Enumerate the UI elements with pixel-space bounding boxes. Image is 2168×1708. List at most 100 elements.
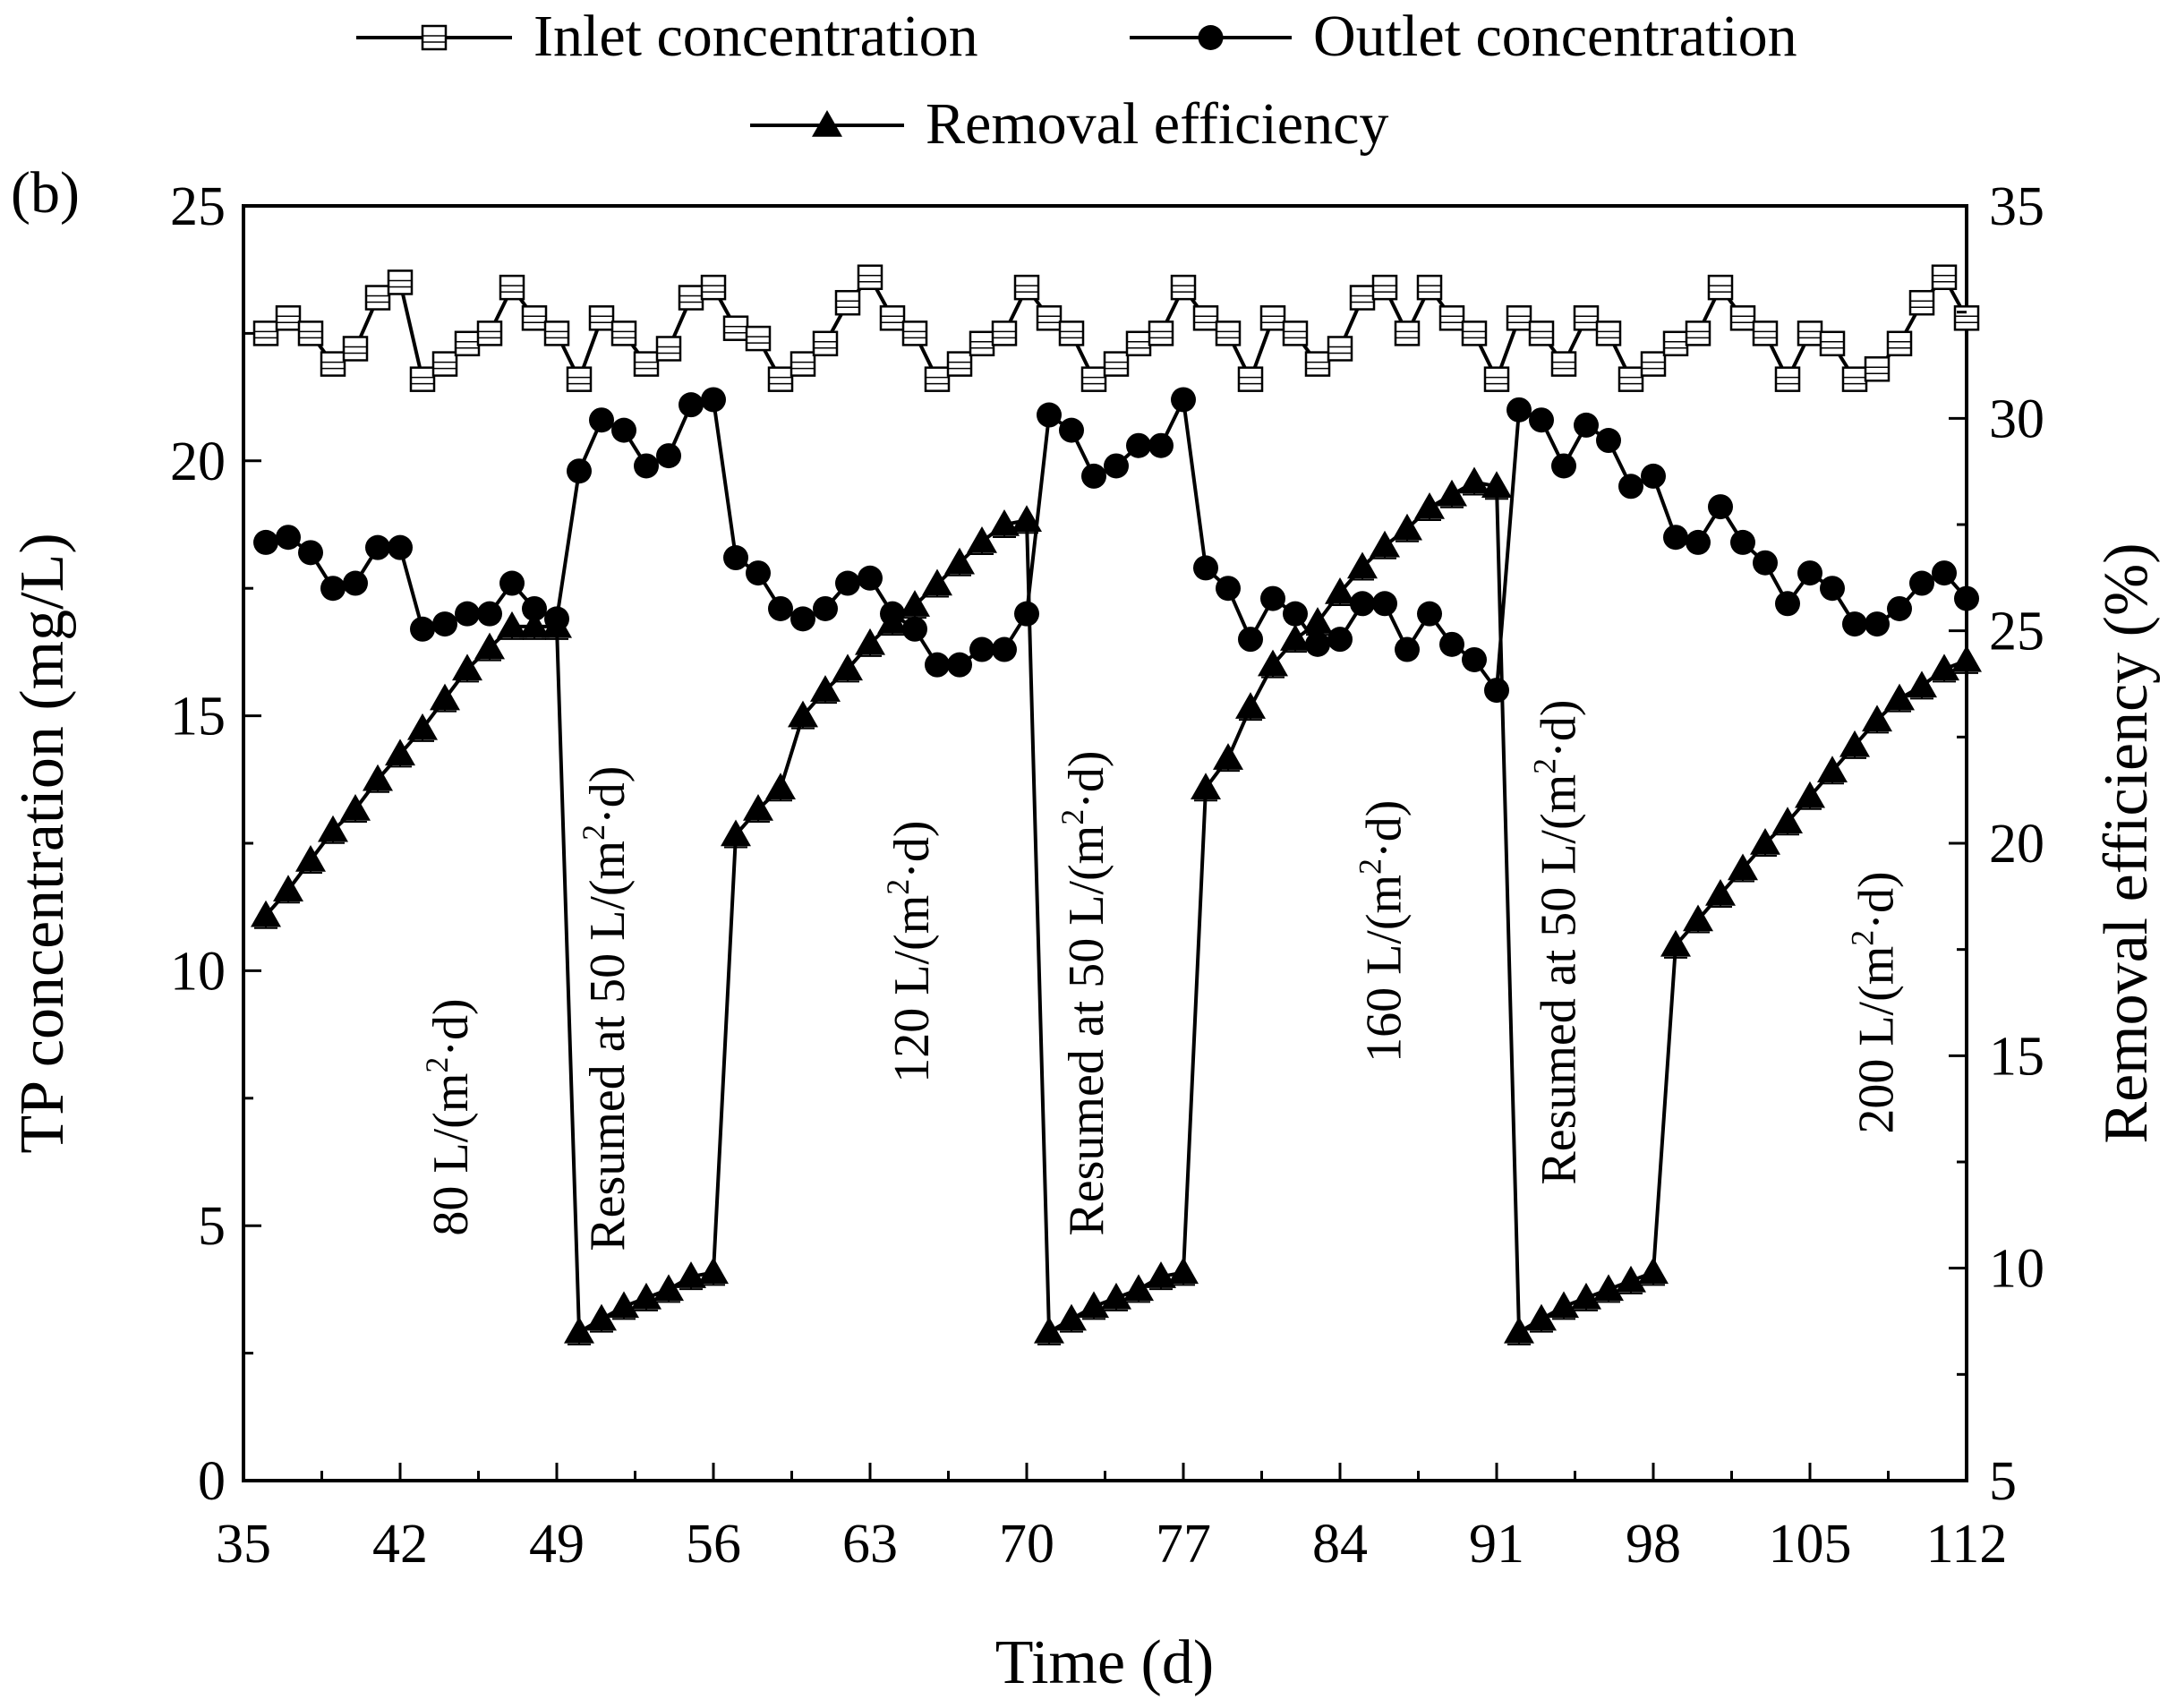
removal-efficiency-point	[1750, 828, 1780, 855]
inlet-concentration-point	[767, 366, 794, 392]
outlet-concentration-point	[1820, 576, 1845, 602]
removal-efficiency-point	[430, 683, 460, 711]
removal-efficiency-point	[1907, 670, 1937, 698]
inlet-concentration-point-box	[1550, 351, 1577, 377]
inlet-concentration-point-box	[1819, 330, 1846, 357]
inlet-concentration-point-box	[454, 330, 481, 357]
inlet-concentration-point	[543, 320, 570, 346]
removal-efficiency-point	[989, 509, 1020, 536]
inlet-concentration-point-box	[1707, 274, 1734, 301]
removal-efficiency-point	[452, 653, 482, 681]
y-axis-right-title: Removal efficiency (%)	[2092, 542, 2161, 1143]
panel-label: (b)	[11, 160, 80, 226]
inlet-concentration-point-box	[320, 351, 346, 377]
inlet-concentration-point-box	[969, 330, 995, 357]
removal-efficiency-point	[1683, 904, 1713, 932]
inlet-concentration-point	[1259, 305, 1286, 331]
outlet-concentration-point	[969, 636, 994, 662]
inlet-concentration-point	[1819, 330, 1846, 357]
outlet-concentration-point	[1462, 646, 1487, 672]
inlet-concentration-point-box	[521, 305, 548, 331]
outlet-concentration-point	[1059, 417, 1084, 443]
x-tick-label: 77	[1156, 1514, 1211, 1575]
inlet-concentration-point-box	[543, 320, 570, 346]
legend-label: Outlet concentration	[1313, 4, 1797, 69]
outlet-concentration-point	[499, 570, 525, 596]
inlet-concentration-point	[655, 336, 682, 362]
inlet-concentration-point-box	[1685, 320, 1711, 346]
annotation-superscript: 2	[1054, 809, 1090, 825]
removal-efficiency-point	[1414, 492, 1445, 519]
inlet-concentration-point-box	[1483, 366, 1510, 392]
series-removal-efficiency	[251, 466, 1982, 1345]
inlet-concentration-point	[1528, 320, 1555, 346]
inlet-concentration-point-box	[1103, 351, 1130, 377]
y-left-tick-label: 20	[170, 431, 226, 492]
removal-efficiency-point	[1437, 479, 1467, 507]
inlet-concentration-point	[1774, 366, 1801, 392]
removal-efficiency-point	[474, 632, 505, 660]
removal-efficiency-point	[698, 1257, 729, 1285]
inlet-concentration-point	[1841, 366, 1868, 392]
flux-annotation: Resumed at 50 L/(m2·d)	[1527, 700, 1587, 1185]
inlet-concentration-point	[1371, 274, 1398, 301]
outlet-concentration-point	[1842, 611, 1867, 637]
inlet-concentration-point-box	[655, 336, 682, 362]
inlet-concentration-point	[857, 264, 883, 290]
legend-label: Removal efficiency	[926, 91, 1388, 157]
annotation-text-end: ·d)	[580, 766, 636, 824]
removal-efficiency-point	[1302, 607, 1333, 634]
removal-efficiency-point	[900, 590, 930, 617]
outlet-concentration-point	[1618, 474, 1643, 500]
inlet-concentration-point	[812, 330, 839, 357]
legend-label: Inlet concentration	[533, 4, 978, 69]
x-tick-label: 84	[1312, 1514, 1368, 1575]
outlet-concentration-point	[1104, 453, 1129, 479]
y-right-tick-label: 5	[1989, 1451, 2017, 1512]
annotation-superscript: 2	[880, 879, 916, 895]
removal-efficiency-point	[1862, 705, 1892, 732]
inlet-concentration-point-box	[1797, 320, 1823, 346]
inlet-concentration-point-box	[1752, 320, 1779, 346]
removal-efficiency-point	[1504, 1316, 1534, 1344]
legend-item: Inlet concentration	[356, 4, 978, 69]
removal-efficiency-point	[1101, 1282, 1131, 1310]
inlet-concentration-point	[588, 305, 615, 331]
x-tick-label: 105	[1769, 1514, 1852, 1575]
inlet-concentration-point	[901, 320, 928, 346]
inlet-concentration-point-box	[1841, 366, 1868, 392]
outlet-concentration-point	[656, 443, 681, 469]
removal-efficiency-point	[1772, 807, 1803, 834]
x-tick-label: 42	[372, 1514, 428, 1575]
removal-efficiency-point	[1728, 853, 1758, 881]
flux-annotation: 200 L/(m2·d)	[1845, 871, 1905, 1133]
outlet-concentration-point	[723, 545, 748, 571]
removal-efficiency-point	[743, 794, 773, 821]
inlet-concentration-point	[431, 351, 458, 377]
inlet-concentration-point-box	[342, 336, 369, 362]
inlet-concentration-point-box	[790, 351, 816, 377]
x-tick-label: 98	[1626, 1514, 1681, 1575]
flux-annotation: Resumed at 50 L/(m2·d)	[576, 766, 636, 1251]
inlet-concentration-point	[722, 315, 749, 341]
outlet-concentration-point	[611, 417, 636, 443]
inlet-concentration-point-box	[1013, 274, 1040, 301]
inlet-concentration-point	[1908, 289, 1935, 316]
inlet-concentration-point-box	[1327, 336, 1353, 362]
inlet-concentration-point	[969, 330, 995, 357]
inlet-concentration-point-box	[700, 274, 727, 301]
outlet-concentration-point	[1753, 550, 1778, 576]
inlet-concentration-point-box	[991, 320, 1018, 346]
inlet-concentration-point	[1080, 366, 1107, 392]
x-tick-label: 35	[216, 1514, 271, 1575]
inlet-concentration-point	[1797, 320, 1823, 346]
inlet-concentration-point-box	[812, 330, 839, 357]
inlet-concentration-point	[1148, 320, 1174, 346]
removal-efficiency-point	[967, 525, 997, 553]
inlet-concentration-point-box	[1080, 366, 1107, 392]
outlet-concentration-point	[1551, 453, 1576, 479]
inlet-concentration-point-box	[1931, 264, 1958, 290]
inlet-concentration-point	[1461, 320, 1488, 346]
flux-annotation: Resumed at 50 L/(m2·d)	[1054, 750, 1114, 1235]
outlet-concentration-point	[567, 458, 592, 484]
